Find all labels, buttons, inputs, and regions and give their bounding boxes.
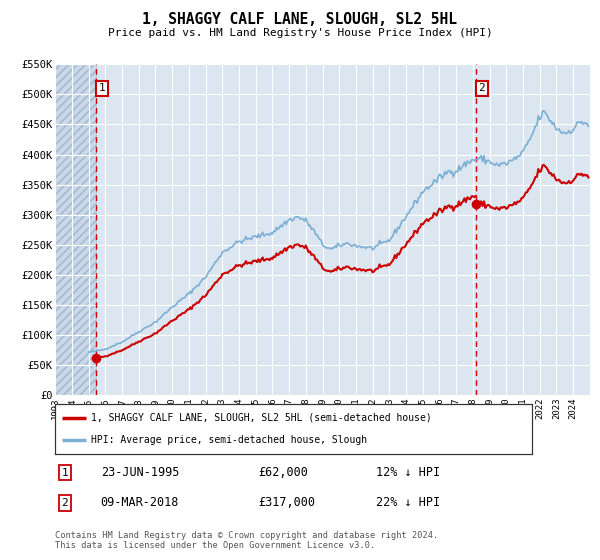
Text: 1, SHAGGY CALF LANE, SLOUGH, SL2 5HL (semi-detached house): 1, SHAGGY CALF LANE, SLOUGH, SL2 5HL (se…	[91, 413, 432, 423]
Text: 09-MAR-2018: 09-MAR-2018	[101, 496, 179, 510]
Text: 23-JUN-1995: 23-JUN-1995	[101, 466, 179, 479]
Text: 1: 1	[62, 468, 68, 478]
Text: £62,000: £62,000	[259, 466, 308, 479]
Text: 1: 1	[99, 83, 106, 94]
Text: 12% ↓ HPI: 12% ↓ HPI	[376, 466, 440, 479]
Text: 2: 2	[62, 498, 68, 508]
Text: 22% ↓ HPI: 22% ↓ HPI	[376, 496, 440, 510]
Text: 1, SHAGGY CALF LANE, SLOUGH, SL2 5HL: 1, SHAGGY CALF LANE, SLOUGH, SL2 5HL	[143, 12, 458, 27]
Text: Contains HM Land Registry data © Crown copyright and database right 2024.
This d: Contains HM Land Registry data © Crown c…	[55, 531, 439, 550]
Text: £317,000: £317,000	[259, 496, 316, 510]
Text: HPI: Average price, semi-detached house, Slough: HPI: Average price, semi-detached house,…	[91, 435, 367, 445]
Text: 2: 2	[478, 83, 485, 94]
Bar	[55, 64, 97, 395]
Text: Price paid vs. HM Land Registry's House Price Index (HPI): Price paid vs. HM Land Registry's House …	[107, 28, 493, 38]
